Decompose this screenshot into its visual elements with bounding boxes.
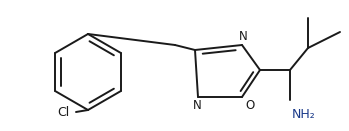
Text: O: O [245, 99, 254, 112]
Text: N: N [193, 99, 201, 112]
Text: Cl: Cl [58, 107, 70, 119]
Text: N: N [239, 30, 247, 43]
Text: NH₂: NH₂ [292, 108, 316, 121]
